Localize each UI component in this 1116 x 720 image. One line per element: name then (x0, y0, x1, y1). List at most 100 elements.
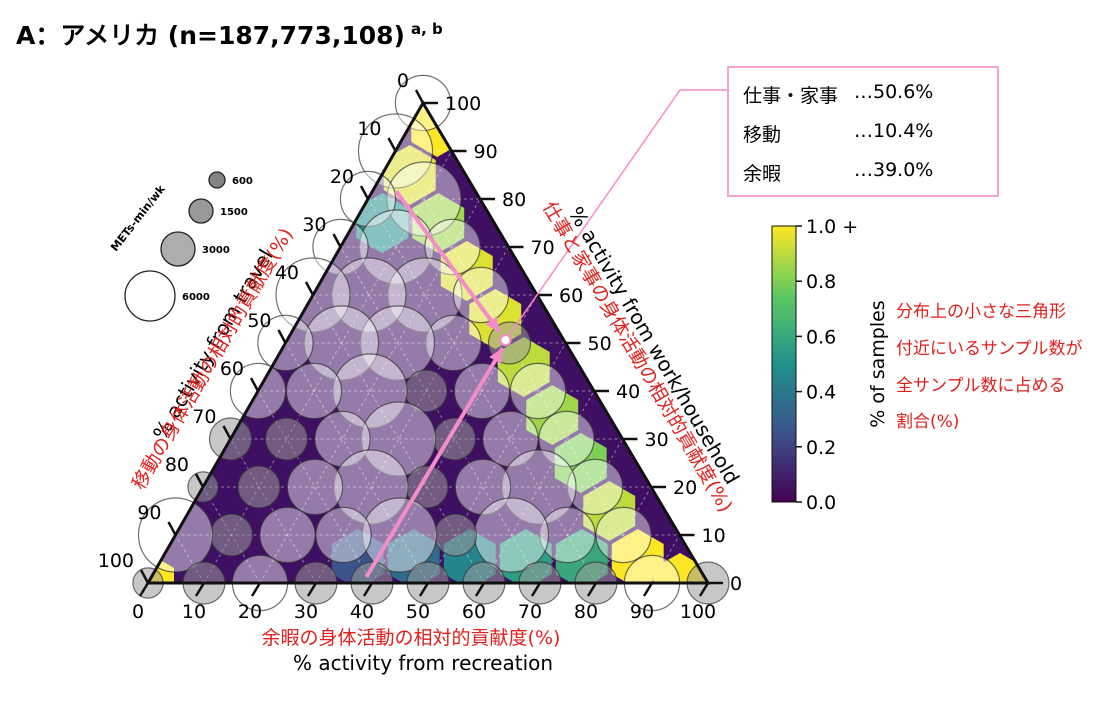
title-superscript: a, b (410, 20, 443, 38)
tick-label-bottom: 70 (518, 601, 542, 623)
heatmap-cell (148, 553, 174, 583)
callout-value-recreation: …39.0% (854, 159, 934, 181)
tick-bottom (586, 582, 598, 597)
pink-arrows (364, 89, 727, 579)
bubble (315, 506, 372, 564)
tick-bottom (530, 582, 542, 597)
size-legend-circle (160, 231, 196, 267)
colorbar-tick-label: 0.2 (806, 437, 836, 459)
axis-ticks: 0 0 0 10 10 10 20 20 20 30 30 30 40 40 40 50 50 50 60 60 60 7… (98, 70, 742, 623)
bubble (509, 362, 567, 420)
tick-bottom (698, 582, 710, 597)
gridline-recreation (315, 246, 509, 583)
tick-label-left: 20 (330, 166, 354, 188)
colorbar-tick-label: 1.0 + (806, 216, 858, 238)
tick-left (414, 89, 425, 104)
tick-label-bottom: 90 (630, 601, 654, 623)
tick-label-bottom: 50 (406, 601, 430, 623)
bubble (331, 257, 407, 333)
tick-label-left: 50 (247, 310, 271, 332)
gridline-travel (340, 246, 541, 583)
bubble (405, 465, 449, 509)
bubble (333, 449, 409, 525)
bubble (404, 369, 448, 413)
size-legend-title: METs-min/wk (108, 182, 168, 254)
tick-label-left: 0 (397, 70, 409, 92)
bubble (209, 513, 254, 557)
axis-label-bottom-ja: 余暇の身体活動の相対的貢献度(%) (262, 627, 561, 649)
pink-arrow-shaft (364, 347, 505, 579)
tick-label-bottom: 60 (462, 601, 486, 623)
heatmap-cell (383, 145, 436, 205)
bubble (358, 209, 435, 285)
tick-left (222, 425, 232, 440)
bubble (386, 161, 462, 237)
colorbar: 0.0 0.2 0.4 0.6 0.8 1.0 + % of samples (771, 216, 889, 514)
tick-label-bottom: 40 (350, 601, 374, 623)
gridline-travel (230, 438, 317, 583)
bubble (264, 417, 309, 461)
bubble (286, 458, 344, 516)
colorbar-note-line-1: 分布上の小さな三角形 (896, 302, 1066, 322)
bubble (566, 458, 624, 516)
mean-composition-callout: 仕事・家事 …50.6% 移動 …10.4% 余暇 …39.0% (727, 66, 999, 197)
pink-arrow-shaft (394, 189, 502, 334)
size-legend-label: 1500 (220, 207, 248, 218)
colorbar-note-line-3: 全サンプル数に占める (896, 376, 1066, 396)
bubble (361, 497, 438, 573)
bubble (453, 362, 511, 420)
size-legend-circle (124, 270, 176, 322)
bubble (595, 506, 652, 564)
tick-left (304, 281, 315, 296)
tick-label-right: 10 (702, 525, 726, 547)
tick-label-left: 10 (357, 118, 381, 140)
bubble (259, 506, 316, 564)
colorbar-tick-label: 0.4 (806, 382, 836, 404)
tick-left (139, 569, 150, 584)
axis-label-bottom: % activity from recreation (293, 651, 553, 675)
tick-left (387, 137, 397, 152)
bubble (303, 305, 380, 381)
tick-label-right: 40 (616, 381, 640, 403)
bubble (433, 513, 478, 557)
mean-point-marker (499, 334, 512, 347)
bubble (473, 497, 550, 573)
tick-label-left: 90 (137, 502, 161, 524)
tick-bottom (418, 582, 430, 597)
size-legend-label: 600 (232, 176, 253, 187)
colorbar-tick-label: 0.8 (806, 271, 836, 293)
tick-label-right: 60 (559, 285, 583, 307)
tick-bottom (474, 582, 486, 597)
bubble (387, 257, 463, 333)
tick-bottom (642, 582, 654, 597)
size-legend-label: 3000 (202, 245, 230, 256)
tick-left (167, 521, 177, 536)
tick-left (359, 185, 370, 200)
tick-label-right: 30 (645, 429, 669, 451)
callout-label-recreation: 余暇 (743, 163, 782, 185)
tick-label-bottom: 0 (132, 601, 144, 623)
tick-label-right: 90 (474, 141, 498, 163)
chart-title: A：アメリカ (n=187,773,108) a, b (16, 16, 443, 52)
tick-label-right: 100 (445, 93, 481, 115)
colorbar-label: % of samples (867, 300, 889, 427)
tick-label-left: 100 (98, 550, 134, 572)
callout-leader-line (504, 89, 727, 341)
tick-left (332, 233, 342, 248)
gridline-recreation (483, 390, 595, 583)
tick-bottom (362, 582, 374, 597)
tick-bottom (138, 582, 150, 597)
bubble (332, 353, 408, 429)
callout-label-work: 仕事・家事 (743, 85, 839, 107)
tick-left (194, 473, 205, 488)
bubble (359, 305, 436, 381)
tick-label-bottom: 30 (294, 601, 318, 623)
colorbar-tick-label: 0.0 (806, 492, 836, 514)
bubble (285, 362, 343, 420)
callout-value-travel: …10.4% (854, 120, 934, 142)
colorbar-tick-label: 0.6 (806, 326, 836, 348)
tick-label-right: 20 (673, 477, 697, 499)
tick-label-left: 40 (275, 262, 299, 284)
tick-label-bottom: 80 (574, 601, 598, 623)
